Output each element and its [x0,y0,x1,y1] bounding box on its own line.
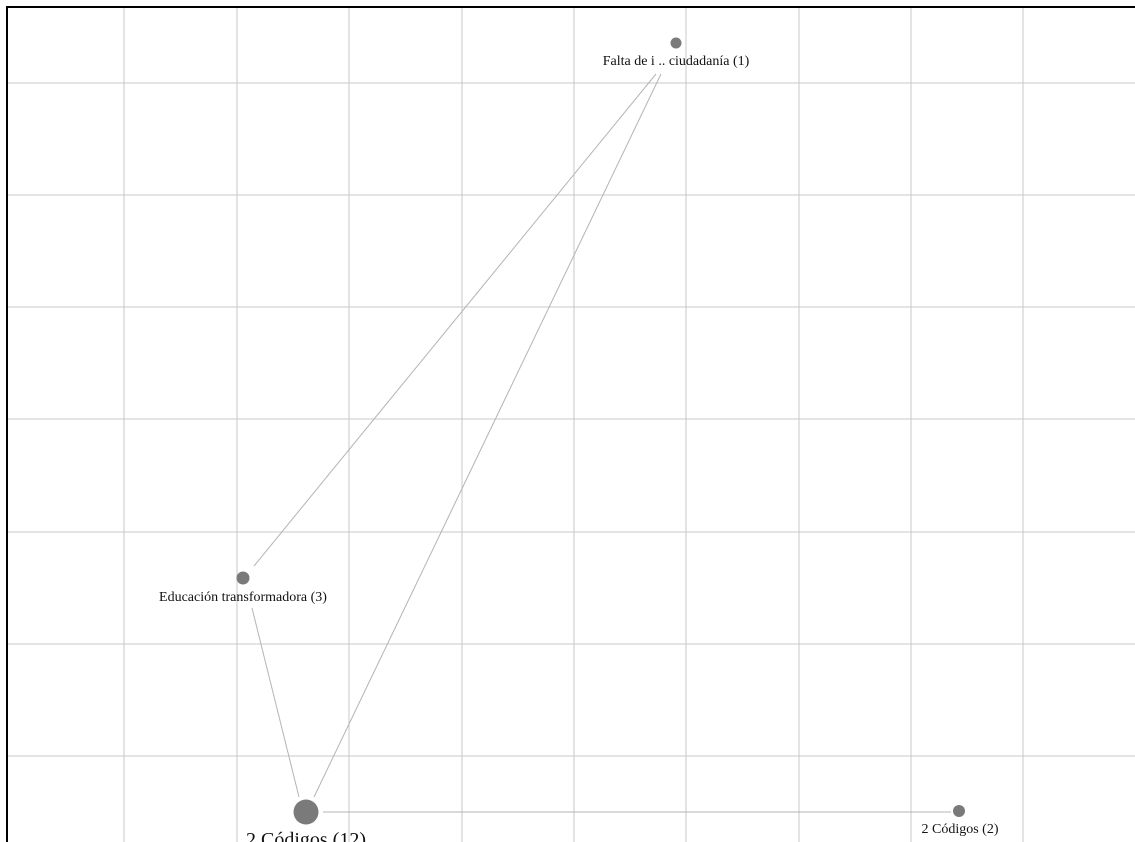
node-dot[interactable] [236,571,250,585]
node-dot[interactable] [293,799,319,825]
edge-falta-educacion [253,73,657,567]
grid-lines [7,7,1135,842]
node-label: 2 Códigos (2) [922,822,999,837]
edge-layer [251,73,951,813]
node-codigos2[interactable]: 2 Códigos (2) [922,805,999,837]
node-label: 2 Códigos (12) [246,829,366,842]
node-label: Falta de i .. ciudadanía (1) [603,54,750,69]
node-layer: Falta de i .. ciudadanía (1) Educación tr… [159,37,999,842]
node-dot[interactable] [670,37,682,49]
node-dot[interactable] [953,805,965,817]
edge-educacion-codigos12 [251,607,300,798]
node-educacion[interactable]: Educación transformadora (3) [159,571,327,606]
edge-falta-codigos12 [313,73,662,798]
node-falta[interactable]: Falta de i .. ciudadanía (1) [603,37,750,70]
node-codigos12[interactable]: 2 Códigos (12) [246,799,366,842]
node-label: Educación transformadora (3) [159,590,327,605]
